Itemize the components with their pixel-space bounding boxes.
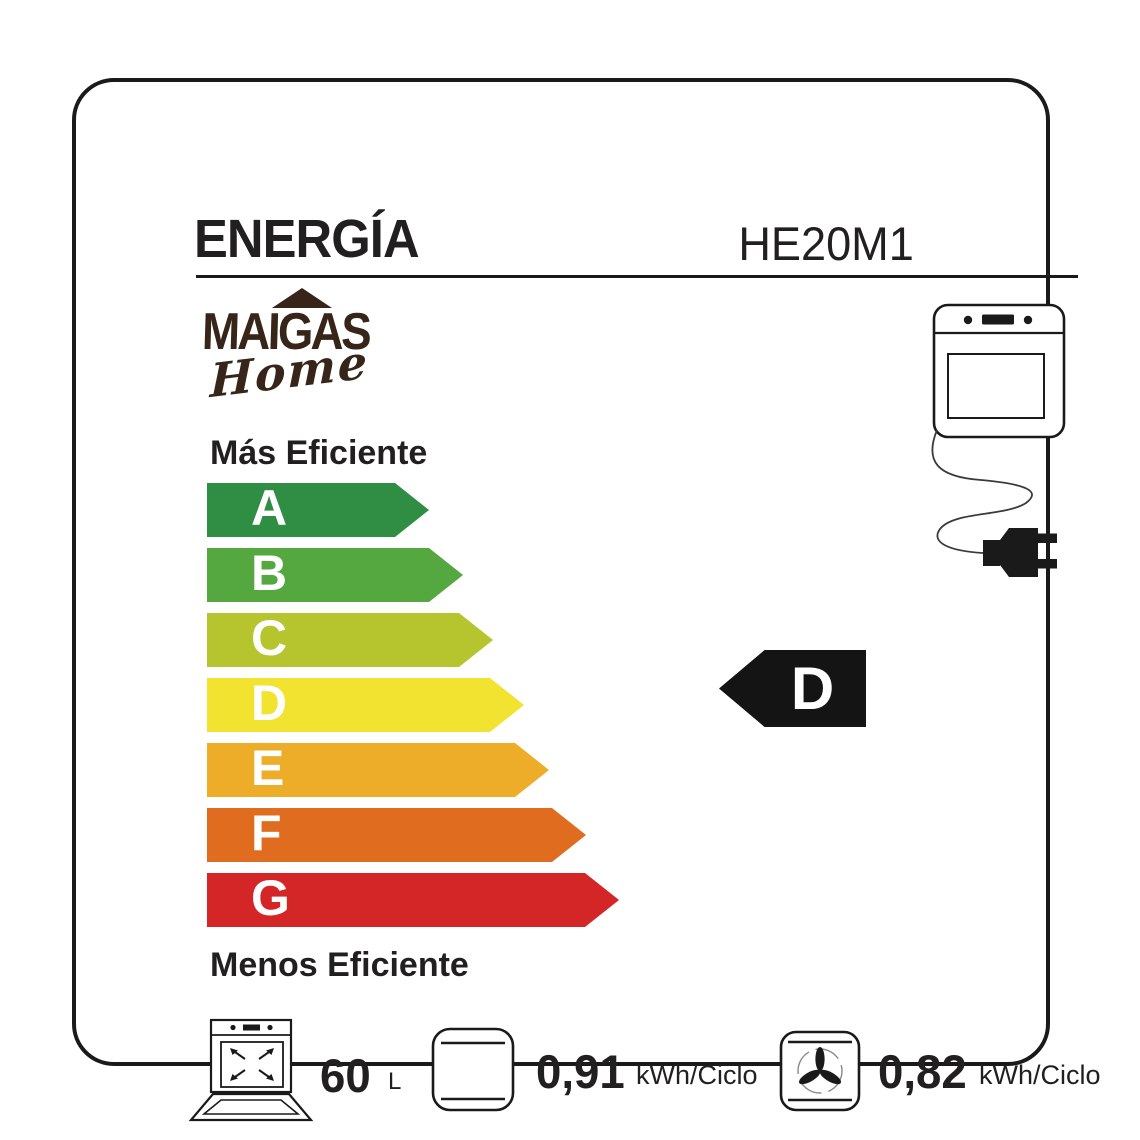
efficiency-scale: A B C D E F G (207, 483, 619, 927)
rating-letter: D (790, 654, 835, 722)
oven-conventional-icon (431, 1027, 515, 1112)
grade-arrow-e: E (207, 743, 549, 797)
oven-volume-icon (186, 1012, 316, 1124)
grade-letter: C (251, 610, 288, 666)
rating-indicator: D (719, 650, 866, 727)
grade-letter: F (251, 805, 282, 861)
oven-plug-illustration (926, 297, 1071, 587)
volume-value: 60 (320, 1049, 371, 1102)
grade-letter: D (251, 675, 288, 731)
grade-arrow-f: F (207, 808, 586, 862)
oven-plug-icon (931, 303, 1066, 577)
model-number: HE20M1 (738, 217, 914, 270)
grade-arrow-b: B (207, 548, 463, 602)
header-divider (196, 275, 1078, 278)
volume-unit: L (388, 1068, 402, 1095)
energy-fan-value: 0,82 (878, 1045, 967, 1098)
energy-conventional-value: 0,91 (536, 1045, 625, 1098)
energy-conventional-unit: kWh/Ciclo (636, 1060, 758, 1090)
label-title: ENERGÍA (194, 209, 420, 269)
less-efficient-label: Menos Eficiente (210, 946, 469, 984)
more-efficient-label: Más Eficiente (210, 434, 428, 472)
grade-letter: E (251, 740, 285, 796)
oven-fan-icon (779, 1030, 861, 1112)
grade-letter: A (251, 480, 288, 536)
energy-label-frame: ENERGÍA HE20M1 MAIGAS Home Más Eficiente… (72, 78, 1101, 1122)
grade-letter: B (251, 545, 288, 601)
grade-arrow-g: G (207, 873, 619, 927)
grade-arrow-d: D (207, 678, 524, 732)
roof-icon (272, 288, 332, 308)
grade-letter: G (251, 870, 290, 926)
grade-arrow-c: C (207, 613, 493, 667)
grade-arrow-a: A (207, 483, 429, 537)
brand-logo: MAIGAS Home (201, 282, 422, 417)
energy-fan-unit: kWh/Ciclo (979, 1060, 1101, 1090)
